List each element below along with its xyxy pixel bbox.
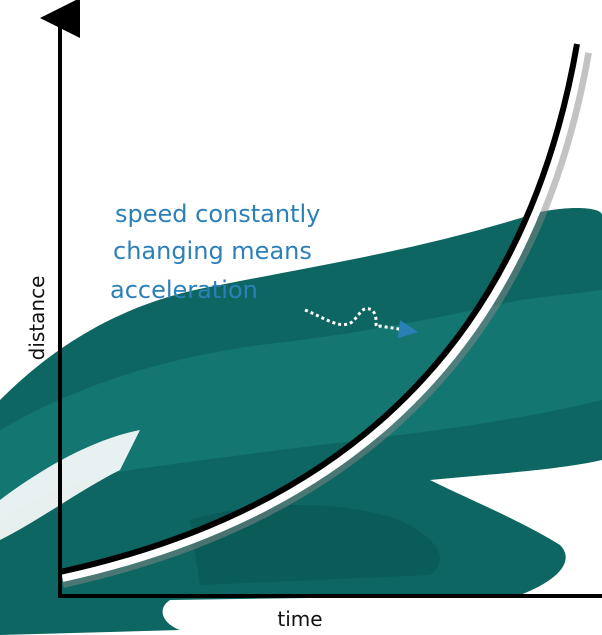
annotation-line: acceleration [110,276,258,304]
y-axis-label: distance [25,276,49,361]
x-axis-label: time [277,607,322,631]
page: speed constantly changing means accelera… [0,0,602,635]
annotation-line: speed constantly [115,200,320,228]
diagram: speed constantly changing means accelera… [0,0,602,635]
annotation-line: changing means [113,237,312,265]
